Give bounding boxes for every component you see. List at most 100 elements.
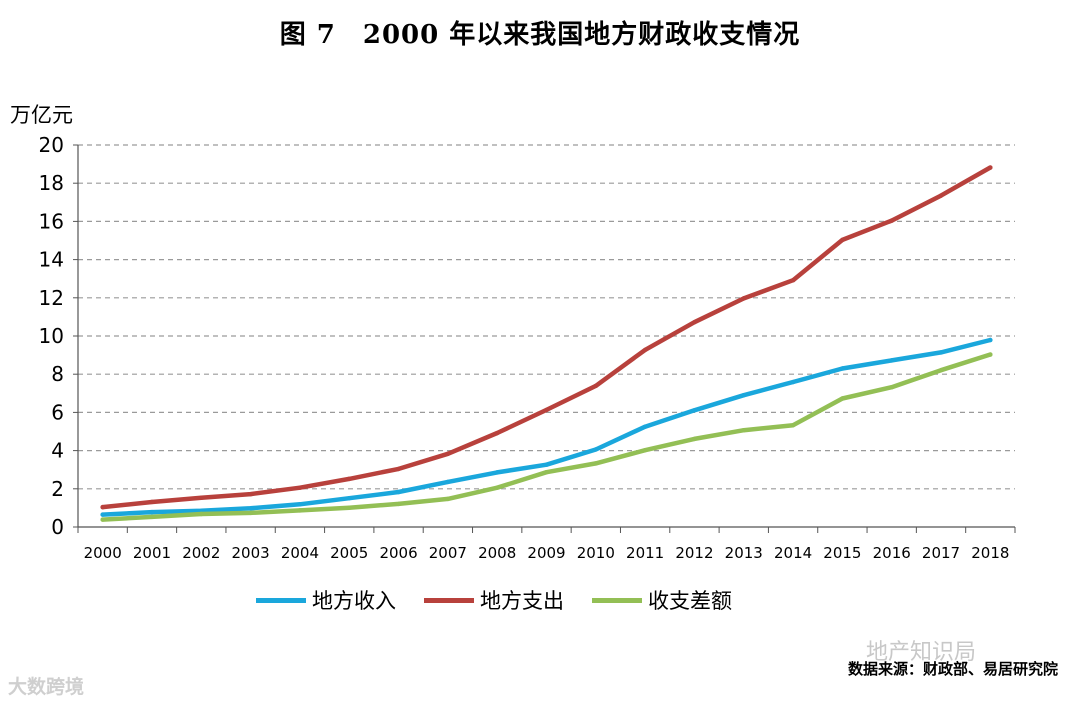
- x-tick-label-2003: 2003: [232, 544, 270, 562]
- x-tick-label-2007: 2007: [429, 544, 467, 562]
- series-0-point-2011: [642, 424, 648, 429]
- series-0-point-2018: [988, 337, 993, 343]
- series-1-point-2009: [544, 407, 549, 413]
- x-tick-label-2001: 2001: [133, 544, 171, 562]
- series-1-point-2005: [347, 476, 352, 482]
- series-1-point-2017: [938, 193, 944, 198]
- x-tick-label-2017: 2017: [922, 544, 960, 562]
- x-tick-label-2002: 2002: [182, 544, 220, 562]
- series-2-point-2013: [741, 427, 746, 433]
- legend-swatch-expenditure: [424, 597, 474, 603]
- series-1-point-2001: [149, 499, 155, 505]
- series-1-point-2008: [494, 430, 500, 436]
- series-2-point-2008: [494, 485, 500, 490]
- watermark-right: 地产知识局: [866, 640, 977, 665]
- series-2-point-2005: [347, 505, 352, 510]
- y-tick-label-0: 0: [51, 515, 64, 539]
- series-0-point-2017: [938, 350, 944, 355]
- x-tick-label-2018: 2018: [971, 544, 1009, 562]
- series-1-point-2018: [988, 165, 993, 170]
- x-tick-label-2015: 2015: [823, 544, 861, 562]
- series-1-point-2016: [889, 218, 894, 223]
- x-tick-label-2014: 2014: [774, 544, 812, 562]
- watermark-left: 大数跨境: [8, 676, 85, 698]
- series-1-point-2014: [790, 278, 796, 283]
- source-note: 数据来源：财政部、易居研究院: [847, 660, 1058, 678]
- x-tick-label-2004: 2004: [281, 544, 319, 562]
- series-0-point-2003: [248, 506, 253, 511]
- series-0-point-2001: [149, 509, 155, 515]
- x-tick-label-2005: 2005: [330, 544, 368, 562]
- y-tick-label-14: 14: [39, 248, 64, 272]
- series-1-point-2010: [593, 383, 599, 389]
- x-tick-label-2012: 2012: [675, 544, 713, 562]
- series-0-point-2004: [297, 502, 303, 507]
- series-2-point-2015: [840, 396, 845, 401]
- legend-swatch-income: [256, 597, 306, 603]
- series-2-point-2003: [248, 510, 253, 516]
- series-1-point-2003: [248, 491, 253, 497]
- series-0-point-2016: [889, 358, 894, 363]
- x-tick-label-2006: 2006: [379, 544, 417, 562]
- series-1-point-2013: [741, 296, 746, 301]
- series-0-point-2007: [445, 479, 451, 485]
- legend-label-gap: 收支差额: [648, 589, 732, 613]
- series-2-point-2004: [297, 508, 303, 513]
- series-1-point-2015: [840, 237, 845, 243]
- x-tick-label-2008: 2008: [478, 544, 516, 562]
- y-tick-label-12: 12: [39, 286, 64, 310]
- series-2-point-2016: [889, 384, 894, 390]
- series-0-point-2000: [100, 512, 105, 517]
- x-tick-label-2011: 2011: [626, 544, 664, 562]
- series-0-point-2006: [396, 489, 401, 495]
- y-tick-label-6: 6: [51, 400, 64, 424]
- series-1-point-2000: [100, 504, 105, 510]
- legend-item-expenditure: 地方支出: [424, 585, 564, 615]
- legend-label-income: 地方收入: [312, 589, 396, 613]
- series-1-point-2002: [199, 495, 204, 500]
- series-2-point-2007: [445, 496, 451, 502]
- series-0-point-2009: [544, 462, 549, 467]
- x-tick-label-2016: 2016: [873, 544, 911, 562]
- series-2-point-2010: [593, 461, 599, 466]
- series-2-point-2002: [199, 511, 204, 517]
- y-tick-label-2: 2: [51, 477, 64, 501]
- x-tick-label-2000: 2000: [84, 544, 122, 562]
- series-1-point-2006: [396, 466, 401, 472]
- series-0-point-2014: [790, 379, 796, 385]
- x-tick-label-2009: 2009: [527, 544, 565, 562]
- series-2-point-2009: [544, 469, 549, 475]
- series-0-point-2012: [692, 408, 697, 413]
- series-1-point-2012: [692, 320, 697, 325]
- legend: 地方收入 地方支出 收支差额: [256, 585, 732, 615]
- series-2-point-2012: [692, 436, 697, 442]
- x-tick-label-2010: 2010: [577, 544, 615, 562]
- y-tick-label-18: 18: [39, 171, 64, 195]
- series-2-point-2011: [642, 448, 648, 453]
- series-line-1: [100, 165, 993, 510]
- series-2-point-2014: [790, 422, 796, 428]
- x-tick-label-2013: 2013: [725, 544, 763, 562]
- legend-item-income: 地方收入: [256, 585, 396, 615]
- legend-item-gap: 收支差额: [592, 585, 732, 615]
- series-0-point-2010: [593, 447, 599, 452]
- y-tick-label-8: 8: [51, 362, 64, 386]
- y-tick-label-10: 10: [39, 324, 64, 348]
- y-tick-label-16: 16: [39, 209, 64, 233]
- series-2-point-2006: [396, 501, 401, 507]
- series-1-point-2004: [297, 485, 303, 490]
- series-0-point-2013: [741, 393, 746, 398]
- series-2-point-2000: [100, 517, 105, 522]
- chart-title: 图 7 2000 年以来我国地方财政收支情况: [279, 20, 801, 50]
- series-1-point-2011: [642, 347, 648, 353]
- series-1-point-2007: [445, 451, 451, 457]
- series-0-point-2005: [347, 495, 352, 501]
- series-2-point-2018: [988, 352, 993, 357]
- y-tick-label-4: 4: [51, 439, 64, 463]
- series-2-point-2001: [149, 514, 155, 520]
- series-0-point-2008: [494, 470, 500, 475]
- y-axis-label: 万亿元: [10, 103, 73, 127]
- legend-swatch-gap: [592, 597, 642, 603]
- series-0-point-2015: [840, 366, 845, 371]
